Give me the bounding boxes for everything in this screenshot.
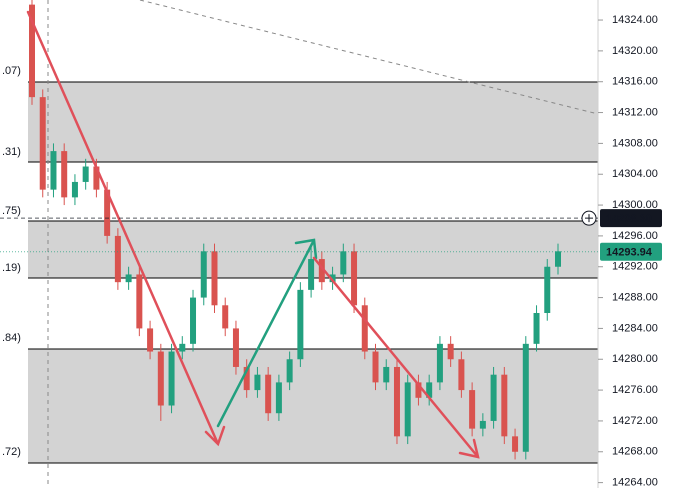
candle-body (61, 151, 68, 198)
candle-body (522, 343, 529, 452)
y-tick-label: 14288.00 (612, 291, 658, 303)
candle-body (222, 305, 229, 329)
candle-body (340, 251, 347, 275)
candle-body (393, 366, 400, 437)
candle-body (361, 305, 368, 352)
candle-body (136, 274, 143, 329)
candle-body (458, 359, 465, 391)
candle-body (351, 251, 358, 306)
level-label: .72) (2, 446, 21, 458)
candle-body (71, 181, 78, 198)
candle-body (243, 366, 250, 391)
candle-body (190, 297, 197, 344)
candle-body (82, 166, 89, 182)
candle-body (512, 436, 519, 452)
candle-body (114, 235, 121, 283)
y-tick-label: 14284.00 (612, 322, 658, 334)
level-label: .75) (2, 205, 21, 217)
price-label: 14293.94 (606, 247, 653, 259)
candle-body (211, 251, 218, 306)
candle-body (469, 390, 476, 429)
level-label: .07) (2, 65, 21, 77)
y-tick-label: 14268.00 (612, 446, 658, 458)
candle-body (490, 374, 497, 421)
candle-body (372, 351, 379, 383)
level-label: .31) (2, 146, 21, 158)
candle-body (297, 289, 304, 360)
candle-body (168, 351, 175, 406)
y-tick-label: 14300.00 (612, 199, 658, 211)
candle-body (200, 251, 207, 298)
candle-body (329, 274, 336, 283)
candle-body (404, 382, 411, 437)
y-tick-label: 14264.00 (612, 477, 658, 488)
y-tick-label: 14292.00 (612, 261, 658, 273)
candle-body (501, 374, 508, 437)
candle-body (93, 166, 100, 190)
candle-body (147, 328, 154, 352)
trend-line (139, 0, 599, 115)
candle-body (479, 420, 486, 429)
candle-body (318, 259, 325, 283)
y-tick-label: 14304.00 (612, 168, 658, 180)
y-tick-label: 14296.00 (612, 230, 658, 242)
candle-body (254, 374, 261, 391)
candle-body (544, 266, 551, 313)
candle-body (447, 343, 454, 360)
y-tick-label: 14312.00 (612, 106, 658, 118)
candle-body (415, 382, 422, 398)
candle-body (50, 151, 57, 190)
candle-body (275, 382, 282, 414)
candle-body (308, 259, 315, 290)
candle-body (157, 351, 164, 406)
y-tick-label: 14324.00 (612, 14, 658, 26)
y-tick-label: 14308.00 (612, 137, 658, 149)
candle-body (555, 251, 561, 267)
y-tick-label: 14320.00 (612, 45, 658, 57)
price-label-box (600, 242, 662, 261)
candle-body (179, 343, 186, 352)
y-tick-label: 14276.00 (612, 384, 658, 396)
candle-body (29, 4, 35, 98)
y-tick-label: 14280.00 (612, 353, 658, 365)
y-tick-label: 14272.00 (612, 415, 658, 427)
add-icon (585, 214, 593, 223)
candle-body (426, 382, 433, 398)
price-label-box (600, 209, 662, 228)
candle-body (125, 274, 132, 283)
candle-body (265, 374, 272, 414)
candle-body (39, 97, 46, 190)
candle-body (104, 189, 111, 236)
candle-body (286, 359, 293, 383)
level-label: .84) (2, 332, 21, 344)
level-label: .19) (2, 262, 21, 274)
candle-body (533, 312, 540, 344)
price-label: 14298.30 (606, 213, 652, 225)
candle-body (383, 366, 390, 383)
zone (28, 82, 598, 162)
y-tick-label: 14316.00 (612, 76, 658, 88)
candle-body (232, 328, 239, 367)
candle-body (436, 343, 443, 383)
